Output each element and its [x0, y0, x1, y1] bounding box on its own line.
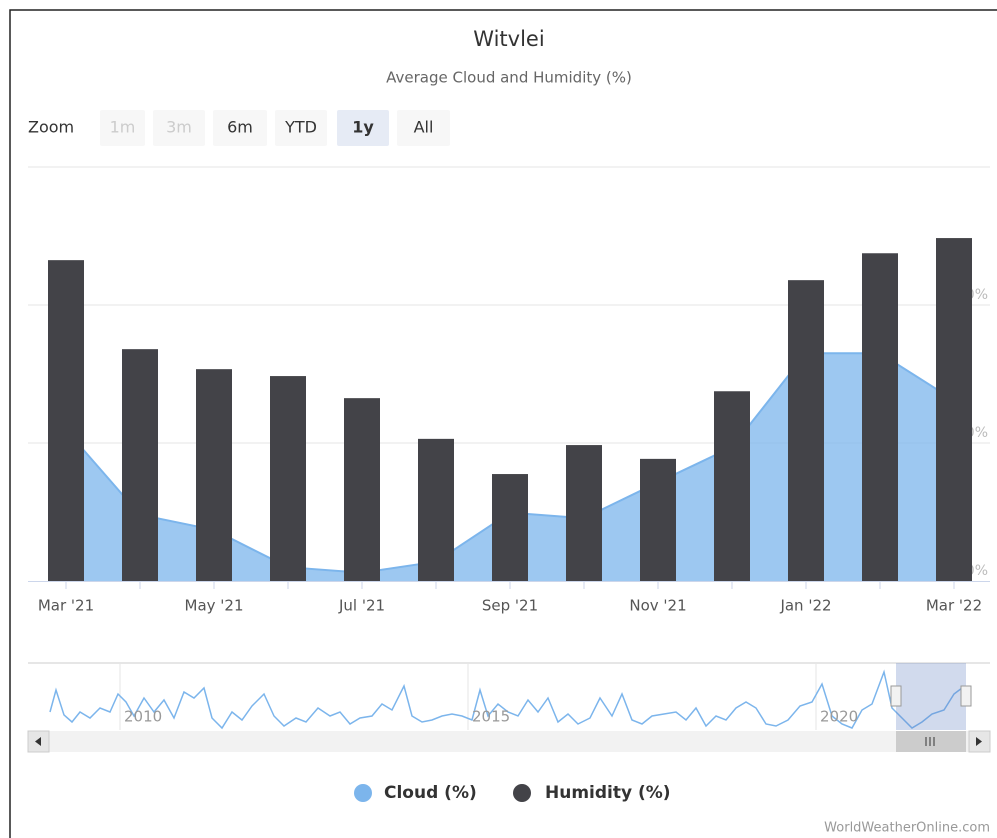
x-tick-label: May '21	[185, 597, 244, 615]
humidity-bar	[566, 445, 602, 581]
chart-subtitle: Average Cloud and Humidity (%)	[386, 69, 632, 87]
zoom-label: Zoom	[28, 118, 74, 137]
navigator-series	[49, 669, 963, 730]
humidity-bar	[492, 474, 528, 581]
navigator-handle[interactable]	[890, 685, 902, 707]
credits[interactable]: WorldWeatherOnline.com	[824, 821, 990, 836]
humidity-bar	[196, 369, 232, 581]
legend-label: Cloud (%)	[384, 783, 477, 803]
x-tick-label: Nov '21	[629, 597, 686, 615]
scrollbar-track[interactable]	[28, 731, 990, 752]
navigator-label: 2020	[820, 708, 858, 726]
zoom-button[interactable]	[275, 110, 327, 146]
humidity-bar	[862, 253, 898, 581]
navigator-mask[interactable]	[896, 663, 966, 730]
thumb-grip	[925, 737, 935, 746]
zoom-button-label: 1y	[352, 118, 374, 137]
navigator-bg	[28, 663, 990, 730]
zoom-button-label: 3m	[166, 118, 192, 137]
x-tick-label: Sep '21	[482, 597, 538, 615]
zoom-button[interactable]	[337, 110, 389, 146]
arrow-left	[35, 737, 41, 746]
humidity-bar	[714, 391, 750, 581]
zoom-button	[100, 110, 145, 146]
legend-label: Humidity (%)	[545, 783, 671, 803]
legend-item[interactable]: Cloud (%)	[354, 783, 477, 803]
legend-item[interactable]: Humidity (%)	[513, 783, 671, 803]
navigator-label: 2015	[472, 708, 510, 726]
x-tick-label: Mar '21	[38, 597, 94, 615]
humidity-bar	[48, 260, 84, 581]
x-tick-label: Jul '21	[338, 597, 385, 615]
zoom-button[interactable]	[397, 110, 450, 146]
legend-symbol	[513, 784, 531, 802]
zoom-button-label: 6m	[227, 118, 253, 137]
humidity-bar	[270, 376, 306, 581]
navigator	[27, 662, 991, 753]
navigator-label: 2010	[124, 708, 162, 726]
humidity-bar	[788, 280, 824, 581]
arrow-right	[976, 737, 982, 746]
zoom-button-label: 1m	[110, 118, 136, 137]
zoom-button-label: All	[414, 118, 434, 137]
zoom-button	[153, 110, 205, 146]
legend-symbol	[354, 784, 372, 802]
humidity-bar	[344, 398, 380, 581]
scrollbar-thumb[interactable]	[896, 731, 966, 752]
humidity-bar	[640, 458, 676, 581]
chart-title: Witvlei	[473, 27, 544, 51]
humidity-bar	[936, 238, 972, 581]
zoom-button-label: YTD	[284, 118, 317, 137]
navigator-handle[interactable]	[960, 685, 972, 707]
zoom-button[interactable]	[213, 110, 267, 146]
x-tick-label: Mar '22	[926, 597, 982, 615]
humidity-bar	[122, 349, 158, 581]
x-tick-label: Jan '22	[779, 597, 831, 615]
humidity-bar	[418, 438, 454, 581]
